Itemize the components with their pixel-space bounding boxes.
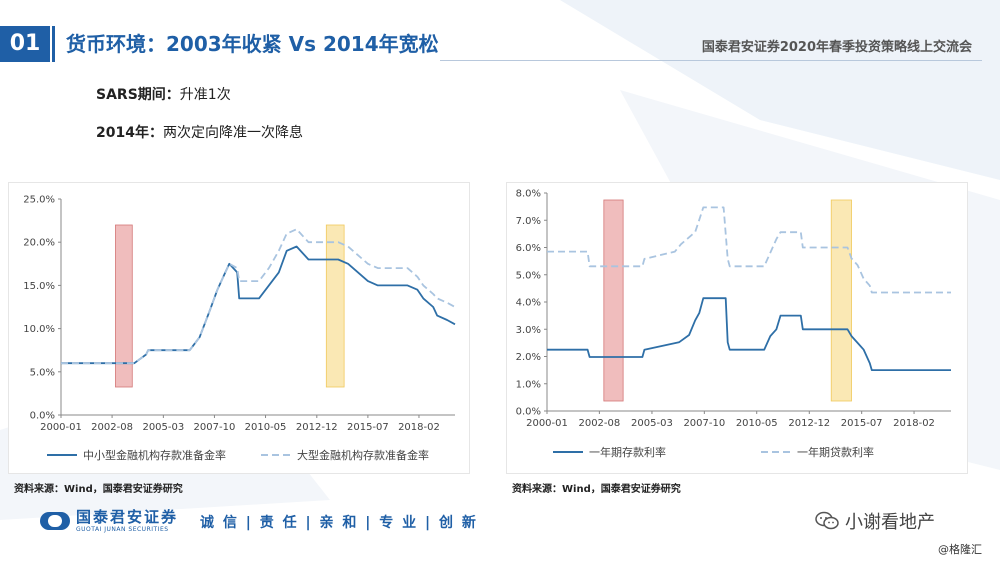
note-2014-text: 两次定向降准一次降息 <box>162 125 303 141</box>
y-tick-label: 2.0% <box>516 352 541 363</box>
y-tick-label: 5.0% <box>30 367 55 378</box>
x-tick-label: 2015-07 <box>347 422 389 433</box>
logo-chinese-name: 国泰君安证券 <box>76 507 179 526</box>
series-line-solid <box>61 245 456 365</box>
legend-label: 一年期存款利率 <box>589 445 666 459</box>
y-tick-label: 8.0% <box>516 189 541 200</box>
x-tick-label: 2010-05 <box>245 422 287 433</box>
note-sars: SARS期间：升准1次 <box>96 84 231 104</box>
y-tick-label: 0.0% <box>516 407 541 418</box>
x-tick-label: 2018-02 <box>398 422 440 433</box>
legend-label: 中小型金融机构存款准备金率 <box>83 448 226 462</box>
x-tick-label: 2002-08 <box>578 418 620 429</box>
shaded-period-red <box>603 199 624 402</box>
logo-mark-icon <box>40 512 70 530</box>
logo-english-name: GUOTAI JUNAN SECURITIES <box>76 525 169 533</box>
y-tick-label: 6.0% <box>516 243 541 254</box>
right-chart-source: 资料来源：Wind，国泰君安证券研究 <box>512 484 681 495</box>
watermark-text: @格隆汇 <box>938 543 982 556</box>
note-2014: 2014年：两次定向降准一次降息 <box>96 122 303 142</box>
wechat-account: 小谢看地产 <box>815 508 935 534</box>
x-tick-label: 2018-02 <box>893 418 935 429</box>
x-tick-label: 2005-03 <box>631 418 673 429</box>
note-sars-label: SARS期间： <box>96 87 180 103</box>
wechat-name: 小谢看地产 <box>845 512 935 533</box>
shaded-period-yellow <box>325 224 345 388</box>
company-logo: 国泰君安证券 GUOTAI JUNAN SECURITIES <box>40 506 178 536</box>
y-tick-label: 7.0% <box>516 216 541 227</box>
legend-label: 大型金融机构存款准备金率 <box>297 448 429 462</box>
y-tick-label: 5.0% <box>516 270 541 281</box>
y-tick-label: 0.0% <box>30 411 55 422</box>
y-tick-label: 25.0% <box>23 195 55 206</box>
company-slogan: 诚 信 | 责 任 | 亲 和 | 专 业 | 创 新 <box>200 515 478 531</box>
conference-title: 国泰君安证券2020年春季投资策略线上交流会 <box>701 40 972 55</box>
header-rule <box>440 60 982 61</box>
rate-chart-panel: 0.0% 1.0% 2.0% 3.0% 4.0% 5.0% 6.0% 7.0% 8.0% 2000… <box>506 182 968 474</box>
shaded-period-yellow <box>830 199 852 402</box>
y-tick-label: 10.0% <box>23 324 55 335</box>
x-tick-label: 2002-08 <box>91 422 133 433</box>
wechat-icon <box>815 511 839 530</box>
x-tick-label: 2000-01 <box>526 418 568 429</box>
note-sars-text: 升准1次 <box>179 87 231 103</box>
shaded-period-red <box>115 224 133 388</box>
x-tick-label: 2010-05 <box>736 418 778 429</box>
x-tick-label: 2000-01 <box>40 422 82 433</box>
section-number: 01 <box>0 26 50 62</box>
y-tick-label: 1.0% <box>516 379 541 390</box>
rate-chart: 0.0% 1.0% 2.0% 3.0% 4.0% 5.0% 6.0% 7.0% 8.0% 2000… <box>516 189 951 459</box>
legend-label: 一年期贷款利率 <box>797 445 874 459</box>
page-title: 货币环境：2003年收紧 Vs 2014年宽松 <box>66 32 439 56</box>
header-divider <box>52 26 55 62</box>
x-tick-label: 2005-03 <box>142 422 184 433</box>
series-line-solid <box>547 297 951 371</box>
x-tick-label: 2007-10 <box>683 418 725 429</box>
left-chart-source: 资料来源：Wind，国泰君安证券研究 <box>14 484 183 495</box>
x-tick-label: 2012-12 <box>788 418 830 429</box>
y-tick-label: 15.0% <box>23 281 55 292</box>
rrr-chart: 0.0% 5.0% 10.0% 15.0% 20.0% 25.0% 2000-01 2002-… <box>23 195 456 462</box>
x-tick-label: 2015-07 <box>841 418 883 429</box>
y-tick-label: 20.0% <box>23 238 55 249</box>
x-tick-label: 2012-12 <box>296 422 338 433</box>
note-2014-label: 2014年： <box>96 125 163 141</box>
y-tick-label: 4.0% <box>516 298 541 309</box>
series-line-dashed <box>61 228 456 365</box>
rrr-chart-panel: 0.0% 5.0% 10.0% 15.0% 20.0% 25.0% 2000-01 2002-… <box>8 182 470 474</box>
x-tick-label: 2007-10 <box>194 422 236 433</box>
y-tick-label: 3.0% <box>516 325 541 336</box>
series-line-dashed <box>547 206 951 294</box>
